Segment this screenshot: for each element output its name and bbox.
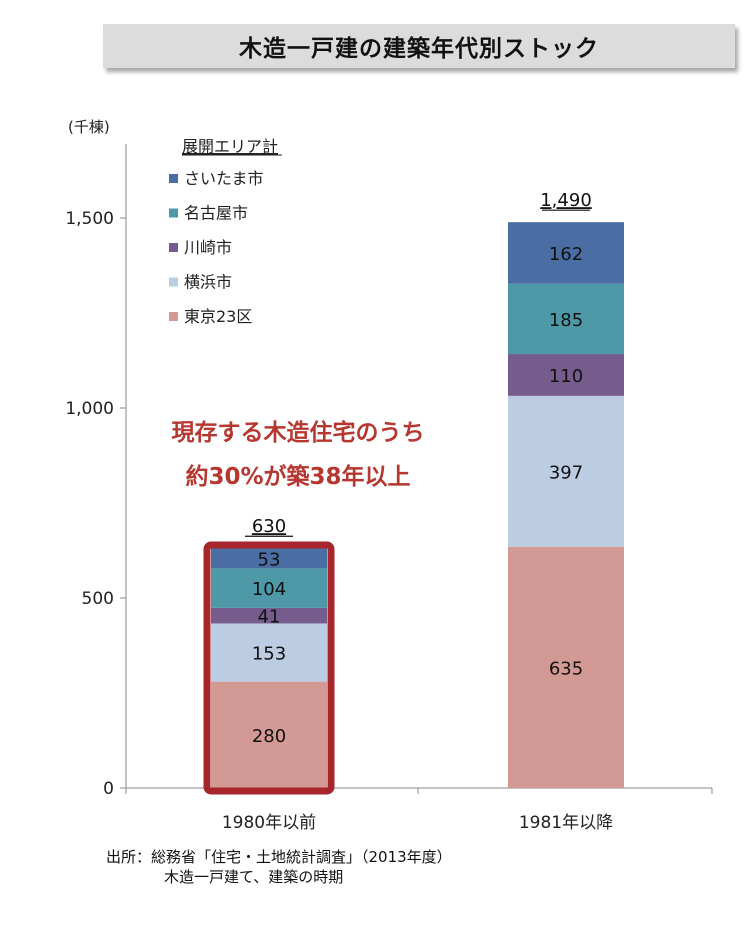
bar-segment [508,354,624,396]
chart-title: 木造一戸建の建築年代別ストック [239,36,599,62]
legend-title: 展開エリア計 [182,137,278,156]
bar-segment [211,548,327,569]
data-label: 41 [258,607,281,628]
total-label: 1,490 [540,190,592,211]
data-label: 110 [549,366,583,387]
y-axis-unit-label: (千棟) [68,118,110,136]
x-category-label: 1980年以前 [222,813,316,833]
source-line-2: 木造一戸建て、建築の時期 [164,868,344,886]
data-label: 53 [258,549,281,570]
bar-segment [508,395,624,547]
data-label: 104 [252,579,286,600]
annotation-line-1: 現存する木造住宅のうち [172,419,425,446]
bar-segment [211,607,327,624]
legend-label: さいたま市 [184,169,264,188]
legend-swatch [169,243,178,252]
legend-swatch [169,277,178,287]
data-label: 397 [549,462,583,483]
legend-label: 川崎市 [184,238,232,257]
legend-label: 横浜市 [184,273,232,292]
bar-segment [211,681,327,788]
chart-title-banner: 木造一戸建の建築年代別ストック [103,24,735,68]
y-tick-label: 1,000 [65,399,114,419]
legend-swatch [169,174,178,183]
bar-segment [211,623,327,682]
data-label: 185 [549,310,583,331]
bar-segment [508,546,624,788]
highlight-frame [203,541,335,795]
source-note: 出所：総務省「住宅・土地統計調査」（2013年度） 木造一戸建て、建築の時期 [106,847,452,887]
legend-label: 名古屋市 [184,204,248,223]
total-label: 630 [252,516,286,537]
bar-segment [508,283,624,355]
y-tick-label: 500 [82,589,114,609]
bar-segment [211,568,327,608]
data-label: 162 [549,244,583,265]
y-tick-label: 0 [103,779,114,799]
data-label: 280 [252,726,286,747]
bar-segment [508,222,624,284]
data-label: 635 [549,658,583,679]
source-line-1: 出所：総務省「住宅・土地統計調査」（2013年度） [106,848,452,866]
data-label: 153 [252,644,286,665]
annotation-line-2: 約30%が築38年以上 [185,463,410,490]
legend-swatch [169,312,178,321]
legend-label: 東京23区 [184,307,252,326]
x-category-label: 1981年以降 [519,813,613,833]
y-tick-label: 1,500 [65,209,114,229]
legend-swatch [169,208,178,218]
